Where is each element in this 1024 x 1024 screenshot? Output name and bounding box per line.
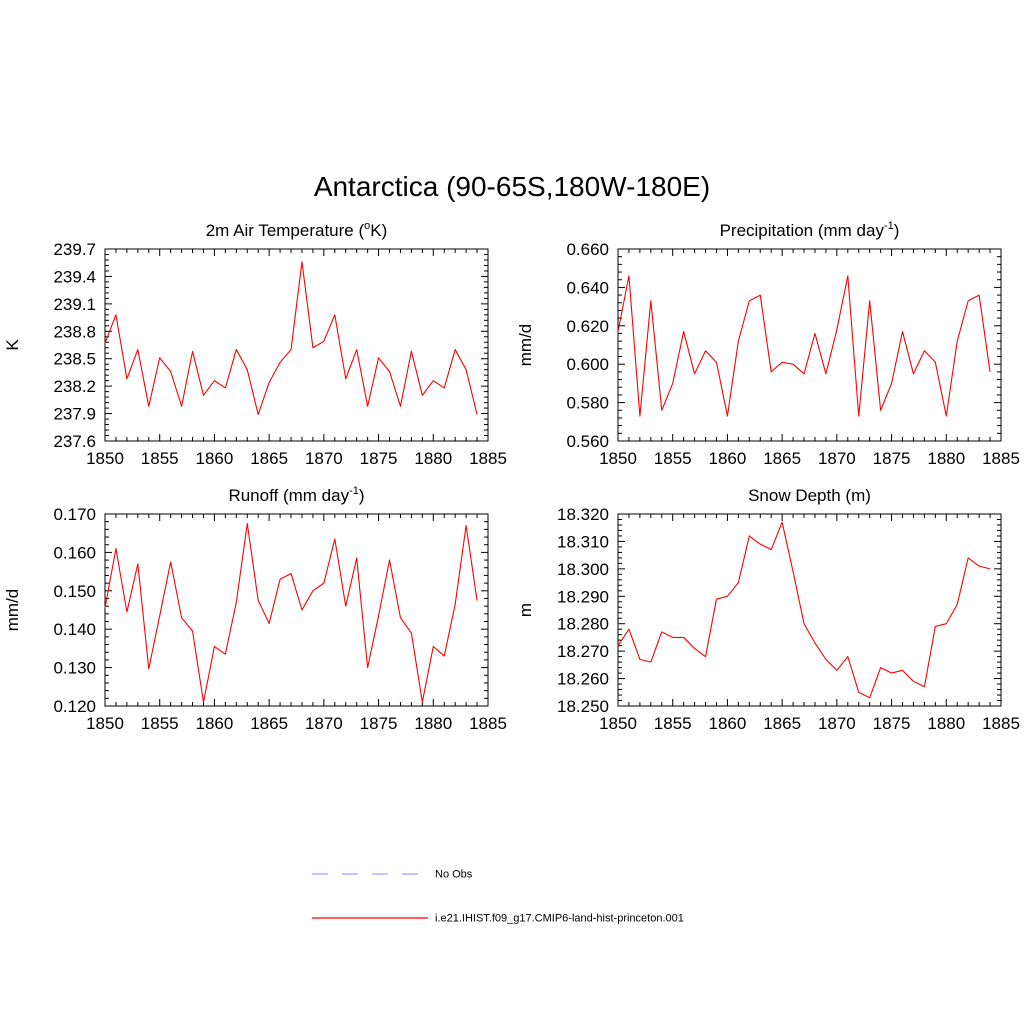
x-tick-label: 1885 — [982, 714, 1020, 733]
x-tick-label: 1870 — [818, 449, 856, 468]
x-tick-label: 1885 — [982, 449, 1020, 468]
x-tick-label: 1860 — [196, 714, 234, 733]
y-tick-label: 0.130 — [53, 659, 96, 678]
chart-panel-1: 2m Air Temperature (oK) K 1850 1855 1860 1865… — [3, 220, 507, 468]
y-axis-label: K — [3, 339, 22, 351]
y-tick-label: 238.5 — [53, 350, 96, 369]
x-tick-label: 1855 — [654, 714, 692, 733]
y-tick-label: 0.580 — [566, 394, 609, 413]
panel-title: Runoff (mm day-1) — [228, 485, 364, 505]
series-line-1 — [617, 275, 991, 417]
y-tick-label: 0.600 — [566, 355, 609, 374]
x-tick-label: 1875 — [360, 714, 398, 733]
y-tick-label: 0.640 — [566, 278, 609, 297]
chart-panel-3: Runoff (mm day-1) mm/d 1850 1855 1860 1865 187… — [3, 485, 507, 733]
y-tick-label: 18.260 — [557, 670, 609, 689]
y-tick-label: 237.9 — [53, 405, 96, 424]
y-tick-label: 237.6 — [53, 432, 96, 451]
y-tick-label: 0.560 — [566, 432, 609, 451]
legend-label-model: i.e21.IHIST.f09_g17.CMIP6-land-hist-prin… — [435, 913, 684, 925]
y-tick-label: 18.300 — [557, 560, 609, 579]
x-tick-label: 1870 — [305, 449, 343, 468]
y-tick-label: 0.620 — [566, 317, 609, 336]
panel-title: Precipitation (mm day-1) — [720, 220, 900, 240]
plot-frame — [617, 513, 1002, 707]
x-tick-label: 1880 — [414, 449, 452, 468]
x-tick-label: 1865 — [763, 714, 801, 733]
panel-title: 2m Air Temperature (oK) — [206, 220, 388, 240]
x-tick-label: 1860 — [709, 449, 747, 468]
y-tick-label: 0.140 — [53, 620, 96, 639]
x-tick-label: 1855 — [141, 714, 179, 733]
x-tick-label: 1850 — [86, 714, 124, 733]
x-tick-label: 1865 — [763, 449, 801, 468]
y-tick-label: 18.320 — [557, 505, 609, 524]
y-tick-label: 18.310 — [557, 532, 609, 551]
series-line-1 — [104, 523, 478, 703]
y-tick-label: 239.1 — [53, 295, 96, 314]
y-tick-label: 239.4 — [53, 267, 96, 286]
y-tick-label: 0.660 — [566, 240, 609, 259]
x-tick-label: 1850 — [599, 449, 637, 468]
legend-label-no-obs: No Obs — [435, 869, 473, 881]
y-axis-label: mm/d — [516, 324, 535, 367]
y-tick-label: 18.250 — [557, 697, 609, 716]
y-tick-label: 18.270 — [557, 642, 609, 661]
x-tick-label: 1875 — [360, 449, 398, 468]
x-tick-label: 1865 — [250, 714, 288, 733]
x-tick-label: 1875 — [873, 449, 911, 468]
x-tick-label: 1860 — [709, 714, 747, 733]
plot-frame — [104, 513, 489, 707]
x-tick-label: 1885 — [469, 449, 507, 468]
plot-frame — [617, 248, 1002, 442]
x-tick-label: 1855 — [141, 449, 179, 468]
figure-title: Antarctica (90-65S,180W-180E) — [314, 171, 710, 202]
x-tick-label: 1880 — [927, 714, 965, 733]
x-tick-label: 1880 — [414, 714, 452, 733]
chart-panel-2: Precipitation (mm day-1) mm/d 1850 1855 1860… — [516, 220, 1020, 468]
y-tick-label: 239.7 — [53, 240, 96, 259]
series-line-1 — [617, 521, 991, 699]
x-tick-label: 1875 — [873, 714, 911, 733]
y-tick-label: 0.120 — [53, 697, 96, 716]
y-tick-label: 238.8 — [53, 322, 96, 341]
chart-panels: 2m Air Temperature (oK) K 1850 1855 1860 1865… — [3, 220, 1020, 733]
y-tick-label: 238.2 — [53, 377, 96, 396]
x-tick-label: 1865 — [250, 449, 288, 468]
y-tick-label: 0.150 — [53, 582, 96, 601]
y-tick-label: 0.170 — [53, 505, 96, 524]
x-tick-label: 1880 — [927, 449, 965, 468]
x-tick-label: 1850 — [86, 449, 124, 468]
series-line-1 — [104, 261, 478, 416]
chart-panel-4: Snow Depth (m) m 1850 1855 1860 1865 1870 1875 1… — [516, 486, 1020, 733]
x-tick-label: 1870 — [818, 714, 856, 733]
x-tick-label: 1855 — [654, 449, 692, 468]
x-tick-label: 1870 — [305, 714, 343, 733]
panel-title: Snow Depth (m) — [748, 486, 871, 505]
y-tick-label: 0.160 — [53, 543, 96, 562]
y-axis-label: m — [516, 603, 535, 617]
y-tick-label: 18.280 — [557, 615, 609, 634]
legend: No Obs i.e21.IHIST.f09_g17.CMIP6-land-hi… — [312, 869, 684, 925]
x-tick-label: 1860 — [196, 449, 234, 468]
plot-frame — [104, 248, 489, 442]
y-tick-label: 18.290 — [557, 587, 609, 606]
x-tick-label: 1850 — [599, 714, 637, 733]
x-tick-label: 1885 — [469, 714, 507, 733]
y-axis-label: mm/d — [3, 589, 22, 632]
